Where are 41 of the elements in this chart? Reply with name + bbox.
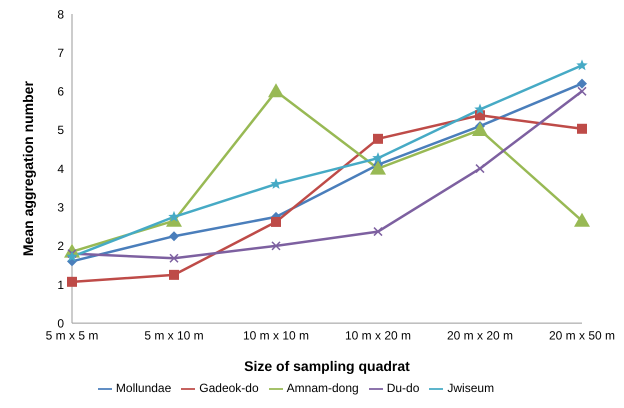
point xyxy=(169,270,179,280)
y-tick-label: 2 xyxy=(57,239,64,254)
point xyxy=(169,253,179,263)
point xyxy=(472,122,488,136)
y-tick-label: 5 xyxy=(57,123,64,138)
point xyxy=(574,212,590,227)
point xyxy=(271,241,281,251)
point xyxy=(372,152,384,164)
point xyxy=(577,124,587,134)
legend-label: Du-do xyxy=(386,381,420,396)
y-axis-title: Mean aggregation number xyxy=(20,80,36,256)
x-tick-label: 5 m x 5 m xyxy=(46,328,98,343)
x-tick-label: 20 m x 20 m xyxy=(446,328,514,343)
legend-label: Mollundae xyxy=(116,381,172,396)
x-tick-label: 5 m x 10 m xyxy=(144,328,204,343)
point xyxy=(268,83,284,98)
y-tick-label: 7 xyxy=(57,46,64,60)
point xyxy=(373,226,383,236)
y-tick-label: 4 xyxy=(57,162,64,176)
x-tick-label: 10 m x 20 m xyxy=(344,328,412,343)
x-tick-label: 20 m x 50 m xyxy=(548,328,616,343)
point xyxy=(577,78,587,89)
point xyxy=(577,86,587,96)
point xyxy=(271,216,281,227)
y-tick-label: 1 xyxy=(57,278,64,292)
point xyxy=(576,59,588,70)
point xyxy=(474,103,486,114)
y-tick-label: 6 xyxy=(57,84,64,99)
y-tick-label: 0 xyxy=(57,316,64,330)
x-axis-title: Size of sampling quadrat xyxy=(244,358,410,374)
point xyxy=(370,160,386,175)
point xyxy=(67,276,77,287)
point xyxy=(373,134,383,144)
legend-label: Jwiseum xyxy=(447,381,494,396)
legend-label: Amnam-dong xyxy=(286,381,359,396)
y-tick-label: 8 xyxy=(57,7,64,22)
legend-label: Gadeok-do xyxy=(199,381,259,396)
x-tick-label: 10 m x 10 m xyxy=(242,328,310,343)
point xyxy=(475,164,485,174)
point xyxy=(169,231,179,242)
y-tick-label: 3 xyxy=(57,200,64,214)
